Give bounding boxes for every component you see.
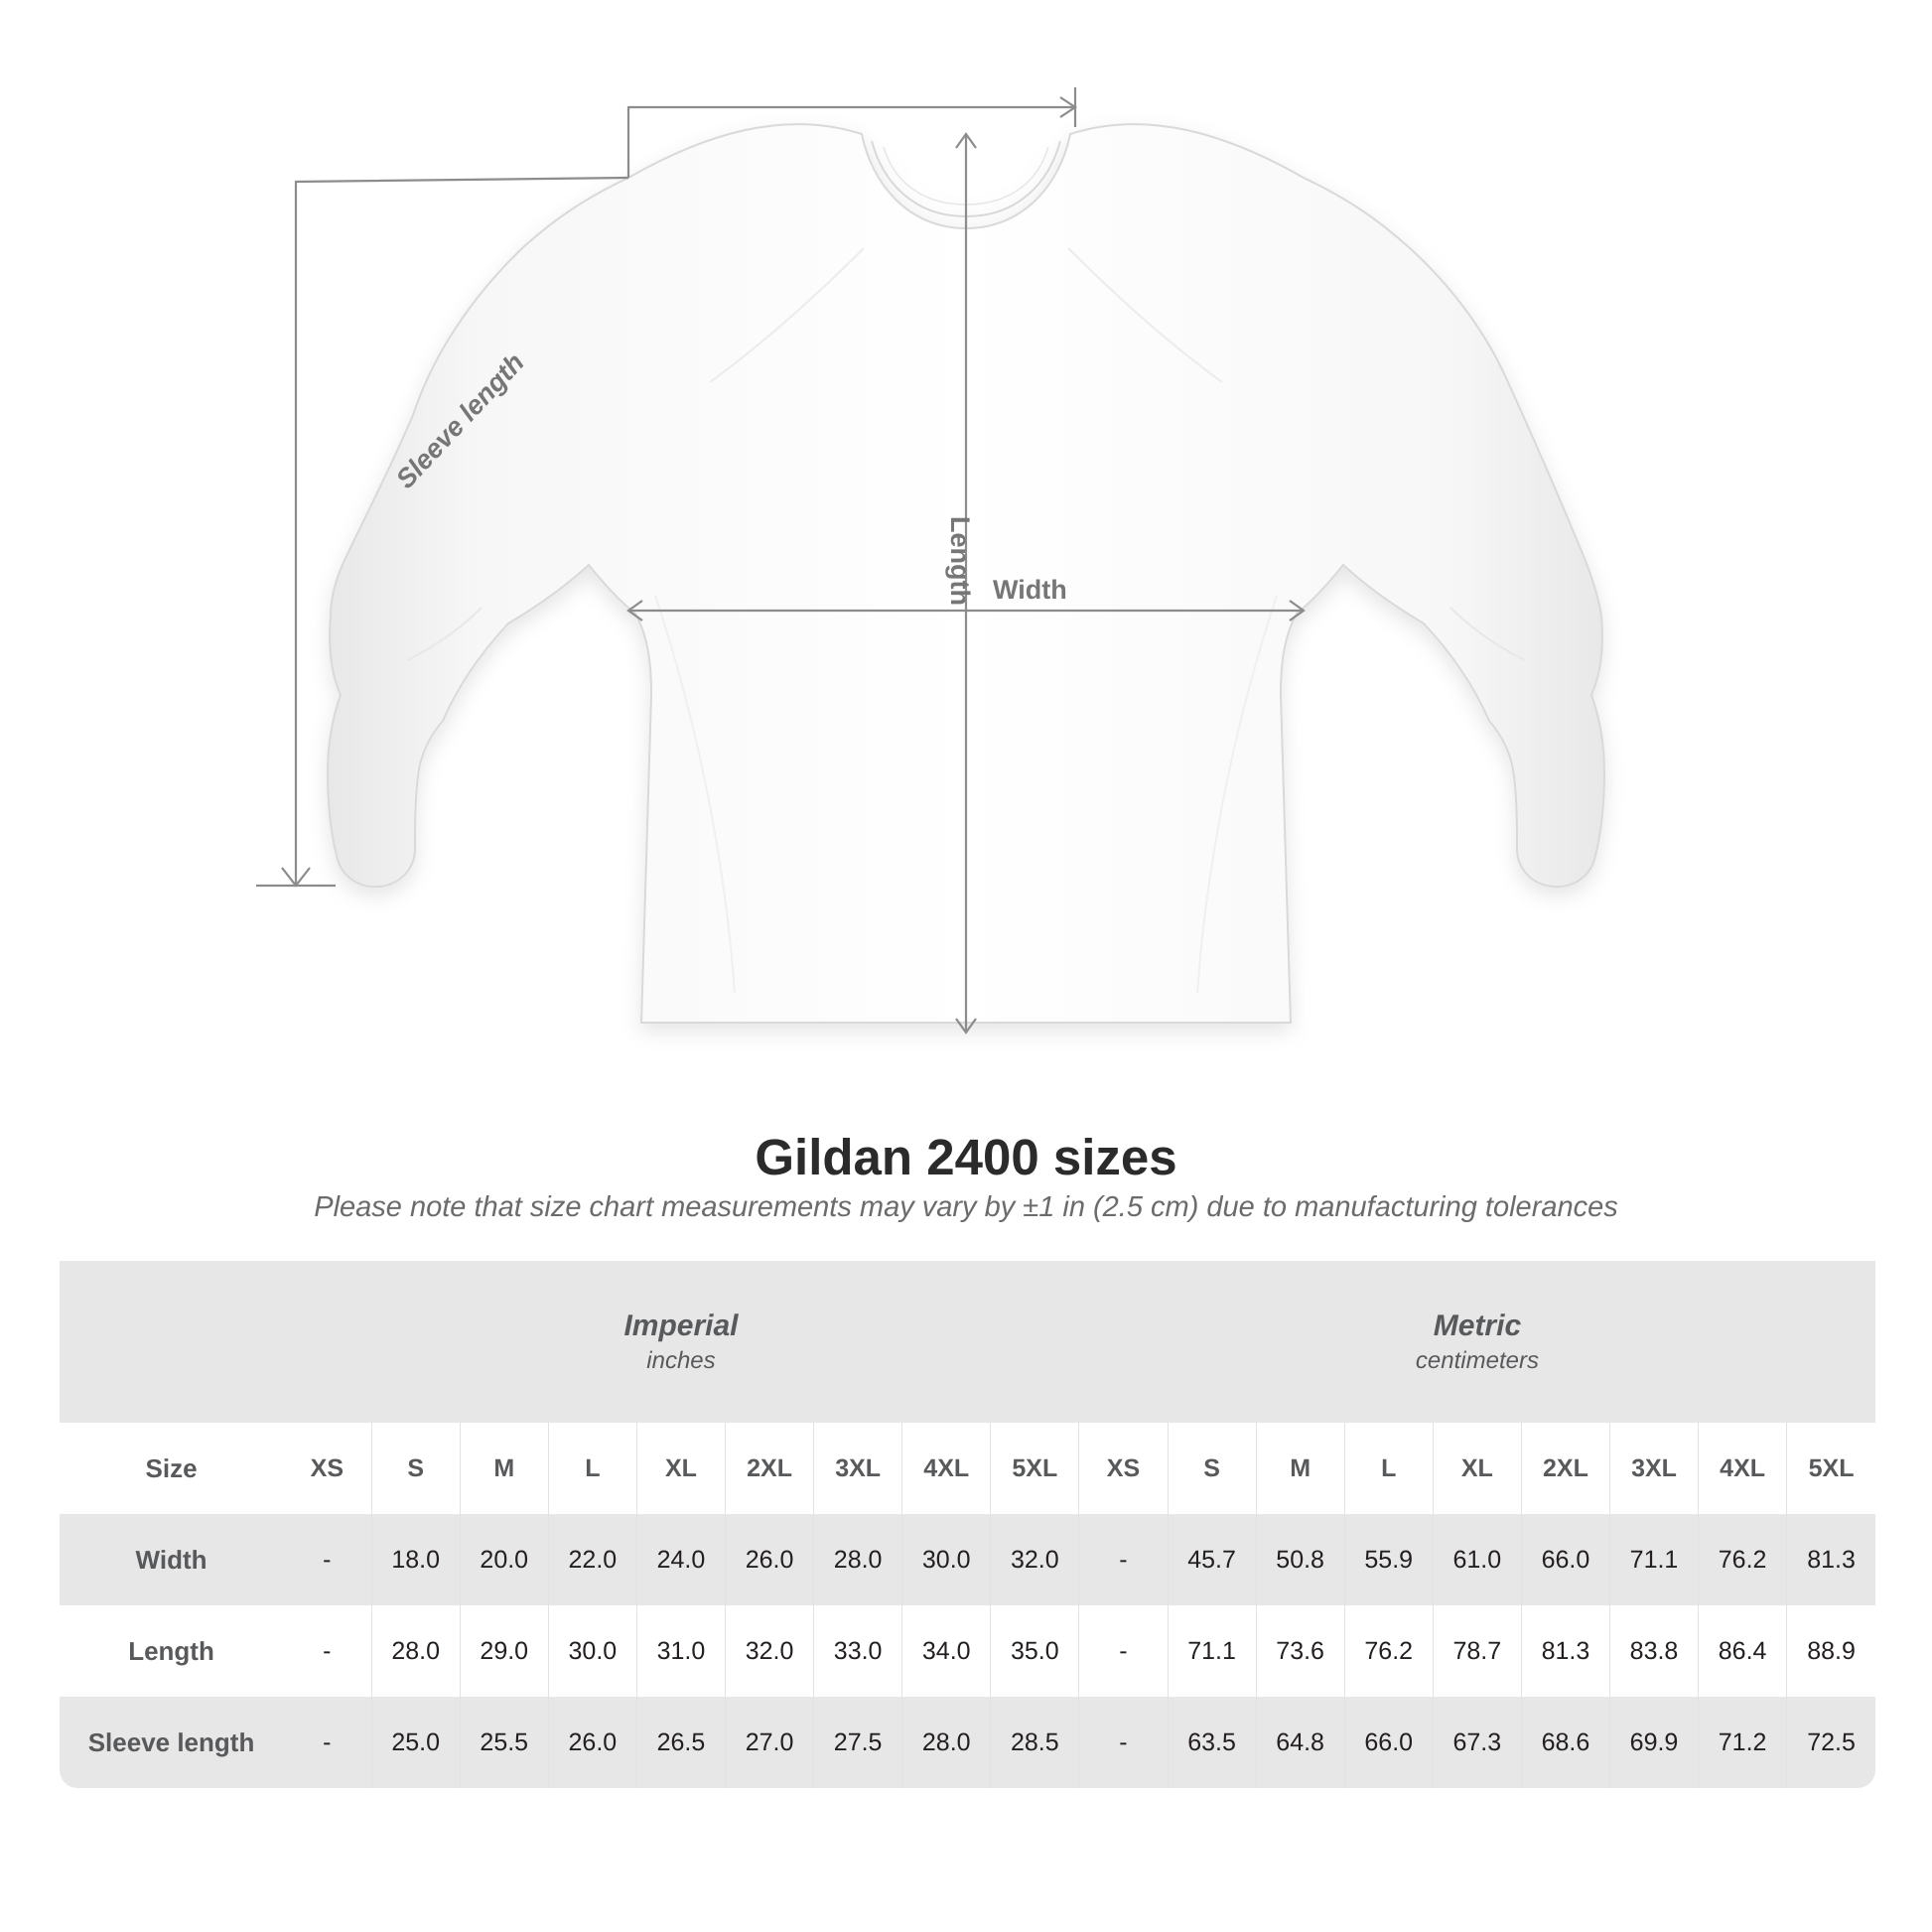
svg-text:Width: Width <box>993 575 1067 605</box>
svg-text:Length: Length <box>945 516 975 606</box>
